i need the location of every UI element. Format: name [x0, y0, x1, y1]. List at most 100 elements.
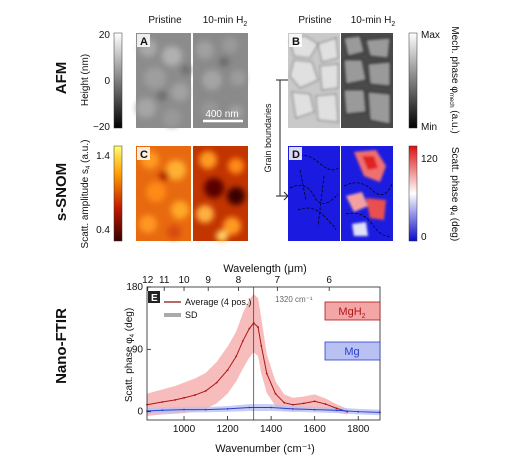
series-sd-band-mgh2 — [147, 293, 348, 416]
data-point — [291, 403, 294, 406]
amp-colorbar — [113, 145, 123, 242]
data-point — [248, 327, 251, 330]
grain-boundaries-bracket — [276, 79, 281, 197]
panel-label-D: D — [292, 149, 300, 161]
chart-x-label: Wavenumber (cm⁻¹) — [215, 443, 315, 455]
afm-mech-phase-h2-image — [341, 33, 393, 128]
data-point — [335, 407, 338, 410]
data-point — [324, 403, 327, 405]
row-label-afm: AFM — [53, 62, 70, 95]
grain-boundaries-label: Grain boundaries — [263, 103, 273, 173]
x-tick-label: 1800 — [347, 424, 370, 435]
data-point — [204, 390, 207, 392]
phase-bar-min: 0 — [421, 232, 427, 243]
data-point — [291, 408, 294, 410]
panel-label-C: C — [140, 149, 148, 161]
panel-label-B: B — [292, 36, 300, 48]
data-point — [174, 399, 177, 401]
afm-pristine-image — [136, 33, 191, 128]
mgh2-label-box — [324, 301, 381, 321]
phase-bar-label: Scatt. phase φ4 (deg) — [448, 147, 460, 241]
phase-bar-max: 120 — [421, 154, 438, 165]
series-sd-band-mg — [147, 404, 380, 416]
top-tick-label: 6 — [326, 275, 332, 286]
amp-bar-label: Scatt. amplitude s4 (a.u.) — [80, 140, 92, 249]
grain-boundaries-arrow-down — [280, 191, 289, 201]
height-bar-min: −20 — [93, 122, 110, 133]
y-tick-label: 0 — [137, 407, 143, 418]
data-point — [235, 355, 238, 358]
label-box-E — [148, 291, 160, 303]
x-tick-label: 1000 — [173, 424, 196, 435]
col-title-pristine-left: Pristine — [148, 15, 182, 26]
afm-h2-image — [193, 33, 248, 128]
data-point — [226, 369, 229, 372]
label-box-A — [137, 34, 150, 47]
top-tick-label: 7 — [275, 275, 281, 286]
phase-colorbar — [408, 145, 418, 242]
data-point — [161, 409, 164, 412]
data-point — [313, 400, 316, 403]
row-label-nano-ftir: Nano-FTIR — [53, 308, 70, 384]
height-bar-label: Height (nm) — [80, 54, 91, 106]
height-bar-max: 20 — [99, 30, 111, 41]
x-tick-label: 1600 — [304, 424, 327, 435]
panel-label-E: E — [151, 293, 158, 304]
ssnom-phase-h2-image — [341, 146, 393, 241]
legend-sd-label: SD — [185, 310, 198, 320]
mech-bar-label: Mech. phase φmech (a.u.) — [448, 26, 460, 133]
top-tick-label: 12 — [142, 275, 154, 286]
top-tick-label: 9 — [205, 275, 211, 286]
data-point — [313, 408, 316, 411]
ssnom-amp-h2-image — [193, 146, 248, 242]
data-point — [161, 401, 164, 403]
data-point — [257, 326, 259, 329]
data-point — [183, 396, 185, 399]
data-point — [274, 392, 277, 395]
top-tick-label: 11 — [159, 275, 170, 286]
data-point — [335, 409, 338, 412]
amp-bar-min: 0.4 — [96, 225, 110, 236]
height-colorbar — [113, 32, 123, 129]
panel-label-A: A — [140, 36, 148, 48]
annotation-1320: 1320 cm⁻¹ — [275, 295, 313, 304]
series-line-mg — [146, 407, 381, 413]
label-box-B — [289, 34, 302, 47]
x-tick-label: 1400 — [260, 424, 283, 435]
ssnom-phase-pristine-image — [288, 146, 340, 241]
mech-bar-min: Min — [421, 122, 437, 133]
mg-label-box — [324, 341, 381, 361]
mech-colorbar — [408, 32, 418, 129]
afm-mech-phase-pristine-image — [288, 33, 340, 128]
ssnom-amp-pristine-image — [136, 146, 191, 241]
data-point — [302, 402, 305, 405]
data-point — [215, 381, 218, 384]
data-point — [204, 408, 207, 411]
data-point — [270, 406, 273, 409]
top-axis-title: Wavelength (μm) — [223, 263, 307, 275]
mg-label: Mg — [344, 346, 359, 358]
amp-bar-max: 1.4 — [96, 151, 110, 162]
col-title-h2-right: 10-min H2 — [351, 15, 396, 28]
y-tick-label: 180 — [126, 282, 143, 293]
data-point — [248, 406, 251, 409]
x-tick-label: 1200 — [216, 424, 239, 435]
data-point — [183, 408, 185, 411]
mgh2-label: MgH2 — [338, 306, 365, 320]
legend-average-label: Average (4 pos.) — [185, 297, 251, 307]
y-tick-label: 90 — [132, 344, 144, 355]
label-box-C — [137, 147, 150, 160]
data-point — [357, 410, 360, 413]
height-bar-mid: 0 — [104, 76, 110, 87]
mech-bar-max: Max — [421, 30, 440, 41]
col-title-h2-left: 10-min H2 — [203, 15, 248, 28]
row-label-ssnom: s-SNOM — [53, 163, 70, 221]
top-tick-label: 10 — [178, 275, 190, 286]
data-point — [241, 340, 244, 342]
data-point — [194, 394, 196, 396]
top-tick-label: 8 — [236, 275, 242, 286]
scalebar-label: 400 nm — [205, 109, 238, 120]
data-point — [265, 372, 268, 375]
